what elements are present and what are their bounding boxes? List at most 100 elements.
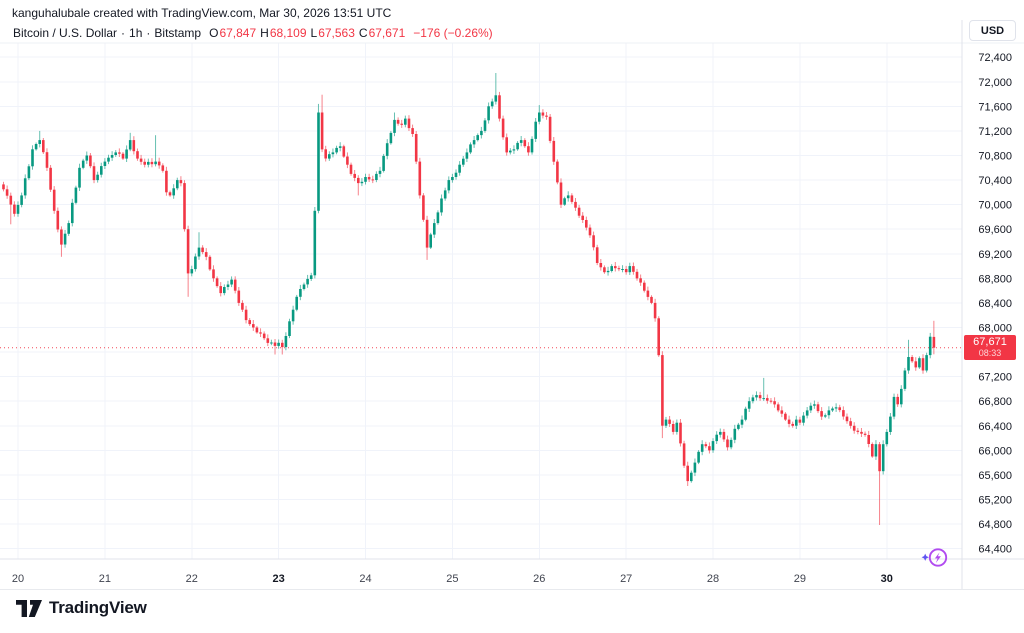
candles (2, 73, 936, 525)
candle-body (686, 465, 689, 482)
candle-body (454, 172, 458, 177)
candle-body (512, 149, 516, 151)
candle-body (490, 101, 494, 107)
candle-body (552, 140, 556, 162)
currency-toggle-button[interactable]: USD (969, 20, 1016, 41)
candle-body (827, 410, 831, 416)
candle-body (71, 202, 74, 224)
candle-body (643, 282, 646, 291)
symbol-legend: Bitcoin / U.S. Dollar · 1h · Bitstamp O … (13, 26, 493, 40)
x-tick-label: 22 (186, 573, 198, 585)
candle-body (469, 144, 472, 153)
candle-body (910, 357, 914, 362)
candle-body (624, 269, 628, 273)
candle-body (462, 158, 465, 165)
last-price-axis-label[interactable]: 67,671 08:33 (964, 335, 1016, 360)
candle-body (516, 142, 519, 150)
candle-body (498, 95, 501, 119)
candle-body (856, 430, 860, 432)
candle-body (139, 158, 143, 162)
candle-body (795, 419, 798, 426)
close-label: C (358, 26, 368, 40)
candle-body (697, 451, 700, 463)
candle-body (320, 112, 324, 150)
open-value: 67,847 (219, 26, 257, 40)
candle-body (809, 405, 813, 411)
candle-body (900, 388, 903, 405)
candle-body (96, 174, 99, 181)
candle-body (715, 434, 718, 442)
tradingview-logo-text: TradingView (49, 598, 147, 617)
low-label: L (310, 26, 318, 40)
candle-body (661, 355, 664, 426)
candle-body (523, 140, 527, 147)
x-tick-label: 24 (359, 573, 371, 585)
candle-body (38, 140, 41, 144)
candle-body (588, 227, 592, 236)
candle-body (559, 182, 563, 205)
candle-body (190, 269, 194, 274)
candle-body (176, 180, 179, 189)
candle-body (212, 269, 215, 279)
boost-rocket-icon[interactable] (920, 545, 952, 571)
candle-body (501, 118, 505, 138)
legend-separator: · (121, 26, 126, 40)
interval-label[interactable]: 1h (129, 26, 143, 40)
candle-body (414, 134, 418, 162)
candle-body (538, 112, 541, 122)
candle-body (570, 195, 574, 202)
candle-body (270, 342, 273, 344)
y-tick-label: 70,400 (978, 175, 1012, 187)
candle-body (603, 267, 606, 273)
candle-body (107, 157, 110, 162)
candle-body (103, 161, 107, 166)
candle-body (465, 152, 469, 159)
candle-body (349, 164, 353, 174)
change-value: −176 (−0.26%) (413, 26, 493, 40)
candle-body (657, 318, 660, 356)
candle-body (429, 234, 432, 248)
candle-body (306, 278, 309, 285)
candle-body (845, 416, 849, 422)
tradingview-logo[interactable]: TradingView (16, 598, 147, 618)
candle-body (896, 396, 899, 405)
candle-body (357, 177, 360, 184)
x-tick-label: 23 (272, 573, 284, 585)
candle-body (299, 289, 302, 297)
candle-body (762, 398, 765, 400)
candle-body (291, 309, 295, 322)
candle-body (16, 204, 20, 214)
candle-body (838, 407, 841, 411)
candle-body (197, 247, 201, 257)
y-tick-label: 68,000 (978, 323, 1012, 335)
candle-body (128, 140, 132, 150)
candle-body (367, 177, 371, 180)
candle-body (295, 296, 298, 310)
candle-body (266, 338, 270, 343)
candle-body (302, 284, 306, 289)
candle-body (114, 152, 117, 155)
candle-body (385, 143, 389, 156)
candle-body (849, 421, 852, 426)
candle-body (393, 119, 396, 133)
candle-body (23, 178, 27, 196)
candle-body (411, 128, 414, 134)
candle-body (791, 423, 794, 426)
candle-body (871, 444, 874, 457)
candle-body (277, 342, 280, 346)
candle-body (255, 327, 259, 333)
candle-body (331, 152, 335, 155)
candle-body (226, 284, 230, 287)
candle-body (150, 161, 154, 165)
x-tick-label: 20 (12, 573, 24, 585)
candle-body (472, 140, 476, 145)
symbol-name[interactable]: Bitcoin / U.S. Dollar (13, 26, 118, 40)
y-tick-label: 68,800 (978, 273, 1012, 285)
candle-body (476, 135, 479, 141)
candle-body (487, 106, 490, 121)
candle-body (67, 223, 70, 234)
candle-body (165, 170, 168, 193)
candle-body (918, 358, 921, 368)
low-value: 67,563 (318, 26, 355, 40)
